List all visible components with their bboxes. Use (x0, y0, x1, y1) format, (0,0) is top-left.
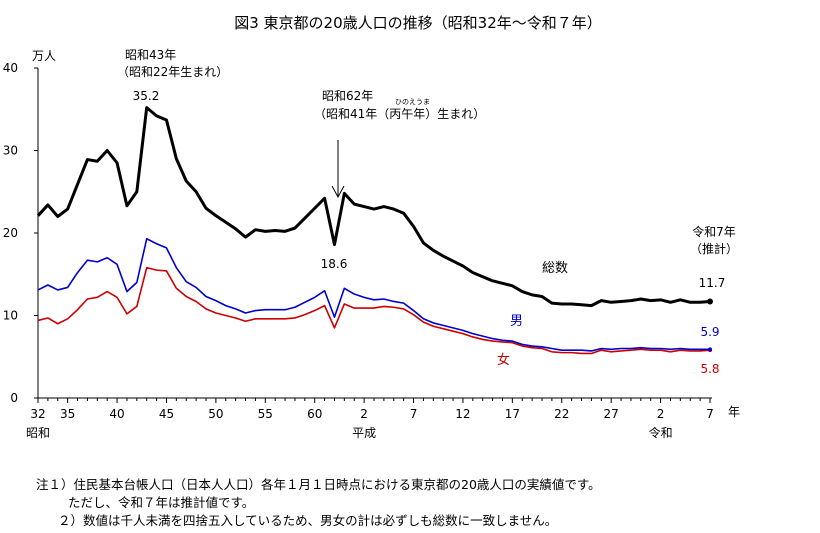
dip-title: 昭和62年 (322, 89, 373, 103)
x-tick-label: 45 (159, 407, 174, 421)
chart-title: 図3 東京都の20歳人口の推移（昭和32年〜令和７年） (234, 14, 602, 32)
x-tick-label: 22 (554, 407, 569, 421)
y-tick-label: 30 (3, 144, 18, 158)
female-series-label: 女 (497, 352, 510, 368)
series-line (37, 237, 710, 352)
footnotes: 注１）住民基本台帳人口（日本人人口）各年１月１日時点における東京都の20歳人口の… (36, 476, 601, 530)
male-end-value: 5.9 (700, 325, 719, 339)
x-tick-label: 27 (604, 407, 619, 421)
y-tick-label: 20 (3, 226, 18, 240)
end-title: 令和7年 (692, 224, 736, 239)
x-tick-label: 7 (410, 407, 418, 421)
x-tick-label: 32 (30, 407, 45, 421)
population-chart: 図3 東京都の20歳人口の推移（昭和32年〜令和７年） 万人 0 10 20 30 40… (3, 14, 740, 440)
x-tick-label: 17 (505, 407, 520, 421)
peak-value-label: 35.2 (133, 89, 160, 103)
series-end-marker (707, 298, 713, 305)
x-tick-label: 35 (60, 407, 75, 421)
x-tick-label: 7 (706, 407, 714, 421)
total-end-value: 11.7 (699, 276, 726, 290)
peak-title: 昭和43年 (125, 48, 176, 62)
y-axis-unit-label: 万人 (32, 49, 56, 63)
x-tick-label: 2 (657, 407, 665, 421)
series-end-marker (708, 347, 712, 352)
x-axis-unit-label: 年 (728, 405, 740, 419)
footnote-2: ２）数値は千人未満を四捨五入しているため、男女の計は必ずしも総数に一致しません。 (58, 513, 558, 528)
era-label: 令和 (649, 425, 673, 440)
peak-subtitle: （昭和22年生まれ） (117, 65, 228, 79)
x-tick-label: 55 (258, 407, 273, 421)
male-series-label: 男 (510, 314, 523, 329)
dip-ruby: ひのえうま (395, 98, 430, 106)
x-tick-label: 12 (455, 407, 470, 421)
series-line (36, 106, 711, 308)
y-tick-label: 0 (10, 391, 18, 405)
x-tick-label: 2 (360, 407, 368, 421)
dip-subtitle: （昭和41年（丙午年）生まれ） (314, 107, 485, 121)
x-tick-label: 50 (208, 407, 223, 421)
female-end-value: 5.8 (700, 362, 719, 376)
series-line (37, 266, 711, 355)
era-label: 平成 (352, 426, 376, 440)
end-subtitle: （推計） (690, 241, 738, 256)
y-tick-label: 40 (3, 61, 18, 75)
x-tick-label: 40 (109, 407, 124, 421)
dip-arrow-head (331, 185, 345, 199)
x-tick-label: 60 (307, 407, 322, 421)
footnote-1-continued: ただし、令和７年は推計値です。 (68, 495, 255, 510)
y-tick-label: 10 (3, 309, 18, 323)
dip-value-label: 18.6 (321, 257, 348, 271)
footnote-1: 注１）住民基本台帳人口（日本人人口）各年１月１日時点における東京都の20歳人口の… (36, 477, 601, 492)
total-series-label: 総数 (542, 261, 568, 276)
era-label: 昭和 (26, 426, 50, 440)
